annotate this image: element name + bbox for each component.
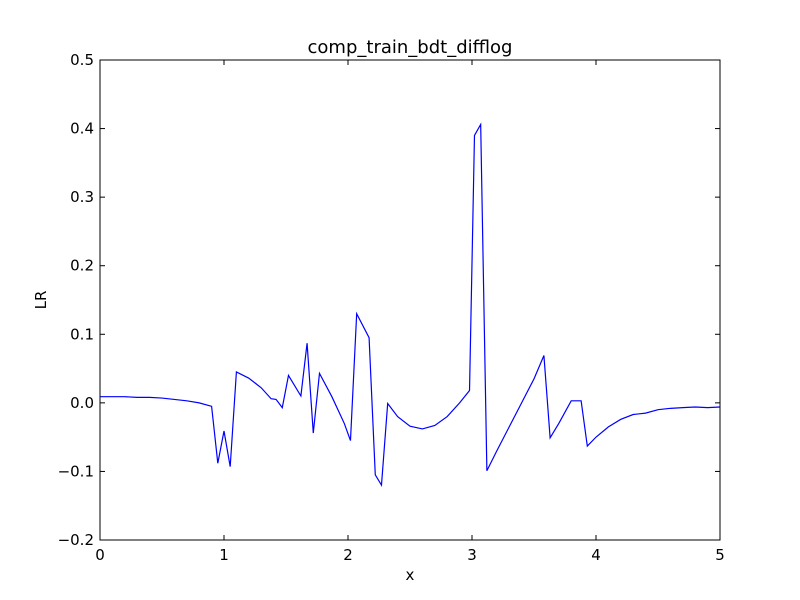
y-axis-label: LR xyxy=(32,291,50,310)
plot-background xyxy=(100,60,720,540)
plot-frame xyxy=(99,59,721,541)
series-line xyxy=(100,122,720,488)
x-tick-label: 2 xyxy=(343,546,353,564)
x-tick-label: 5 xyxy=(715,546,725,564)
y-tick-label: 0.0 xyxy=(70,394,94,412)
x-tick-label: 1 xyxy=(219,546,229,564)
x-tick-label: 0 xyxy=(95,546,105,564)
y-tick-label: −0.2 xyxy=(58,531,94,549)
series-layer xyxy=(100,122,720,488)
x-tick-label: 4 xyxy=(591,546,601,564)
y-tick-label: −0.1 xyxy=(58,462,94,480)
y-tick-label: 0.1 xyxy=(70,325,94,343)
x-axis-label: x xyxy=(406,566,415,584)
chart-title: comp_train_bdt_difflog xyxy=(308,37,513,58)
y-tick-label: 0.5 xyxy=(70,51,94,69)
ticks-layer: 0 1 2 3 4 5 −0.2 −0.1 0.0 0.1 0.2 0.3 0.4 0.5 xyxy=(58,51,725,564)
y-tick-label: 0.3 xyxy=(70,188,94,206)
x-tick-label: 3 xyxy=(467,546,477,564)
y-tick-label: 0.4 xyxy=(70,120,94,138)
y-tick-label: 0.2 xyxy=(70,257,94,275)
